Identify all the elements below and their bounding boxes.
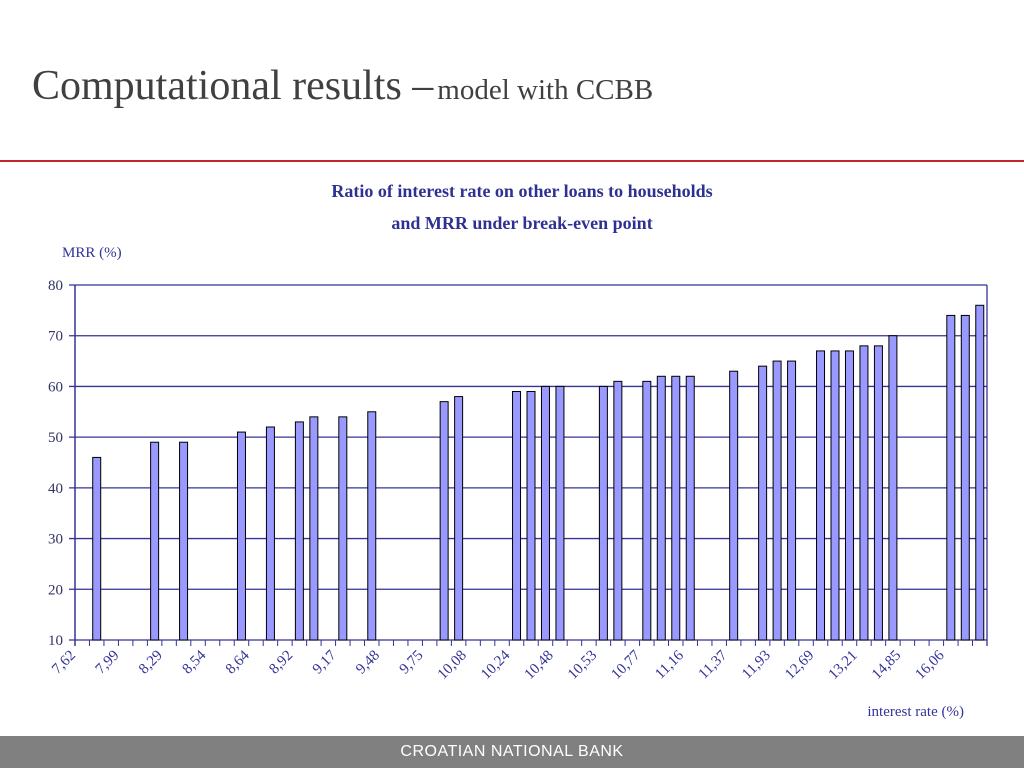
x-tick-label: 8,29 [136, 648, 166, 678]
x-tick-label: 10,53 [565, 648, 600, 683]
bar [859, 345, 869, 641]
bar [613, 380, 623, 641]
x-tick-label: 12,69 [782, 648, 817, 683]
bar [873, 345, 883, 641]
y-tick-label: 30 [48, 532, 63, 548]
x-axis-title: interest rate (%) [867, 704, 964, 720]
bar [787, 360, 797, 641]
bar [92, 456, 102, 641]
bar [294, 421, 304, 641]
x-tick-label: 11,37 [696, 647, 731, 682]
bar [975, 304, 985, 641]
bar [367, 411, 377, 641]
y-tick-label: 60 [48, 379, 63, 395]
bar [642, 380, 652, 641]
x-tick-label: 10,48 [522, 648, 557, 683]
bar [656, 375, 666, 641]
y-tick-label: 80 [48, 278, 63, 294]
bar [265, 426, 275, 641]
y-axis-title: MRR (%) [62, 245, 122, 261]
bar [888, 335, 898, 641]
y-tick-label: 40 [48, 481, 63, 497]
bar [844, 350, 854, 641]
y-tick-label: 20 [48, 582, 63, 598]
bar [598, 385, 608, 641]
bar [454, 396, 464, 641]
x-tick-label: 10,77 [608, 647, 644, 683]
slide-subtitle: model with CCBB [437, 74, 654, 106]
bar [179, 441, 189, 641]
bar [526, 391, 536, 641]
x-tick-label: 10,24 [478, 647, 514, 683]
bar [671, 375, 681, 641]
bar [830, 350, 840, 641]
bar [946, 314, 956, 641]
bar [772, 360, 782, 641]
bar [439, 401, 449, 641]
y-tick-label: 50 [48, 430, 63, 446]
footer-bar: CROATIAN NATIONAL BANK [0, 736, 1024, 768]
y-tick-label: 70 [48, 329, 63, 345]
x-tick-label: 9,48 [353, 648, 383, 678]
bar [960, 314, 970, 641]
chart-title-line1: Ratio of interest rate on other loans to… [331, 181, 713, 201]
x-tick-label: 7,62 [49, 648, 79, 678]
bar [150, 441, 160, 641]
slide-title-main: Computational results – [32, 63, 434, 109]
chart-title-line2: and MRR under break-even point [391, 213, 653, 233]
x-tick-label: 10,08 [435, 648, 470, 683]
bar [758, 365, 768, 641]
bar [685, 375, 695, 641]
x-tick-label: 16,06 [912, 647, 948, 683]
slide-title: Computational results – model with CCBB [32, 62, 653, 110]
x-tick-label: 8,92 [266, 648, 296, 678]
bar [338, 416, 348, 641]
bar [236, 431, 246, 641]
bar [309, 416, 319, 641]
x-tick-label: 9,17 [310, 647, 340, 677]
bar [555, 385, 565, 641]
x-tick-label: 8,54 [179, 647, 209, 677]
y-tick-label: 10 [48, 633, 63, 649]
x-tick-label: 9,75 [397, 648, 427, 678]
x-tick-label: 11,16 [652, 647, 687, 682]
x-tick-label: 11,93 [739, 648, 774, 683]
bar [540, 385, 550, 641]
x-tick-label: 8,64 [223, 647, 253, 677]
title-divider [0, 160, 1024, 162]
x-tick-label: 14,85 [869, 648, 904, 683]
x-tick-label: 7,99 [93, 648, 123, 678]
bar [512, 391, 522, 641]
bar [816, 350, 826, 641]
bar [729, 370, 739, 641]
x-tick-label: 13,21 [826, 648, 861, 683]
